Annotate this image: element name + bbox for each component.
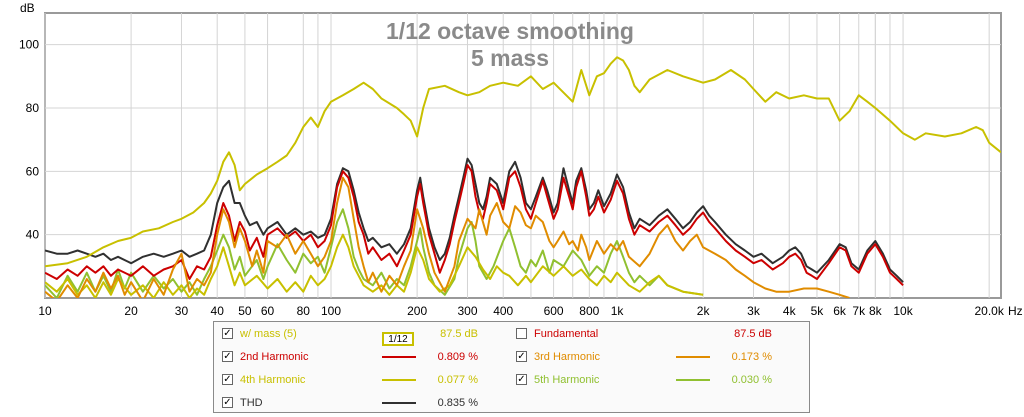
legend-item-3rd-harmonic[interactable]: ✓ 3rd Harmonic 0.173 % [516,349,806,365]
legend-value-fundamental: 87.5 dB [734,328,772,340]
x-tick-label: 20.0k [974,304,1004,318]
axis-ticks: 40 60 80 100 10 20 30 40 50 60 80 100 200 300 400 600 80… [19,38,1005,318]
legend-checkbox-5th-harmonic[interactable]: ✓ [516,374,527,385]
x-tick-label: 50 [238,304,252,318]
legend-value-4th-harmonic: 0.077 % [437,374,478,386]
legend-label-thd: THD [240,397,263,409]
frequency-response-chart: 40 60 80 100 10 20 30 40 50 60 80 100 200 300 400 600 80… [19,1,1023,318]
legend-value-2nd-harmonic: 0.809 % [437,351,478,363]
legend-swatch-4th-harmonic [382,379,416,381]
legend-checkbox-fundamental[interactable] [516,328,527,339]
legend-value-thd: 0.835 % [437,397,478,409]
legend-checkbox-3rd-harmonic[interactable]: ✓ [516,351,527,362]
legend-checkbox-2nd-harmonic[interactable]: ✓ [222,351,233,362]
x-tick-label: 6k [833,304,847,318]
series-layer [45,56,1001,298]
x-tick-label: 8k [869,304,883,318]
y-tick-label: 60 [26,164,40,178]
y-tick-label: 100 [19,38,39,52]
legend-value-3rd-harmonic: 0.173 % [731,351,772,363]
legend-swatch-2nd-harmonic [382,356,416,358]
legend-item-thd[interactable]: ✓ THD 0.835 % [222,395,512,411]
legend-label-w-mass: w/ mass (5) [240,328,297,340]
legend-value-5th-harmonic: 0.030 % [731,374,772,386]
legend-label-4th-harmonic: 4th Harmonic [240,374,306,386]
series-line-5th-harmonic [45,208,704,298]
chart-title-line-2: 5 mass [470,45,549,71]
chart-title-line-1: 1/12 octave smoothing [386,18,634,44]
legend-item-fundamental[interactable]: Fundamental 87.5 dB [516,326,806,342]
legend-checkbox-thd[interactable]: ✓ [222,397,233,408]
x-tick-label: 30 [175,304,189,318]
smoothing-indicator[interactable]: 1/12 [382,332,414,346]
legend-swatch-thd [382,402,416,404]
x-tick-label: 5k [811,304,825,318]
legend-item-4th-harmonic[interactable]: ✓ 4th Harmonic 0.077 % [222,372,512,388]
legend-checkbox-w-mass[interactable]: ✓ [222,328,233,339]
x-tick-label: 300 [457,304,477,318]
x-tick-label: 20 [124,304,138,318]
legend-label-5th-harmonic: 5th Harmonic [534,374,600,386]
legend-label-2nd-harmonic: 2nd Harmonic [240,351,309,363]
x-tick-label: 100 [321,304,341,318]
x-tick-label: 1k [611,304,625,318]
x-tick-label: 4k [783,304,797,318]
x-tick-label: 60 [261,304,275,318]
x-tick-label: 80 [297,304,311,318]
legend-item-2nd-harmonic[interactable]: ✓ 2nd Harmonic 0.809 % [222,349,512,365]
legend-checkbox-4th-harmonic[interactable]: ✓ [222,374,233,385]
x-tick-label: 7k [852,304,866,318]
legend-label-3rd-harmonic: 3rd Harmonic [534,351,601,363]
y-tick-label: 40 [26,228,40,242]
x-tick-label: 200 [407,304,427,318]
x-tick-label: 400 [493,304,513,318]
legend-item-5th-harmonic[interactable]: ✓ 5th Harmonic 0.030 % [516,372,806,388]
legend-value-w-mass: 87.5 dB [440,328,478,340]
x-axis-unit: Hz [1008,304,1023,318]
y-tick-label: 80 [26,101,40,115]
y-axis-unit: dB [20,1,35,15]
legend-label-fundamental: Fundamental [534,328,599,340]
x-tick-label: 2k [697,304,711,318]
legend-item-w-mass[interactable]: ✓ w/ mass (5) 1/12 87.5 dB [222,326,512,346]
series-line-thd [45,157,904,283]
legend-swatch-3rd-harmonic [676,356,710,358]
legend-swatch-5th-harmonic [676,379,710,381]
x-tick-label: 3k [747,304,761,318]
series-line-w-mass-5 [45,56,1001,268]
x-tick-label: 600 [544,304,564,318]
series-line-4th-harmonic [45,233,704,298]
x-tick-label: 40 [211,304,225,318]
x-tick-label: 10 [38,304,52,318]
series-line-3rd-harmonic [45,176,850,298]
x-tick-label: 800 [579,304,599,318]
x-tick-label: 10k [893,304,913,318]
legend-panel: ✓ w/ mass (5) 1/12 87.5 dB Fundamental 8… [213,321,810,413]
